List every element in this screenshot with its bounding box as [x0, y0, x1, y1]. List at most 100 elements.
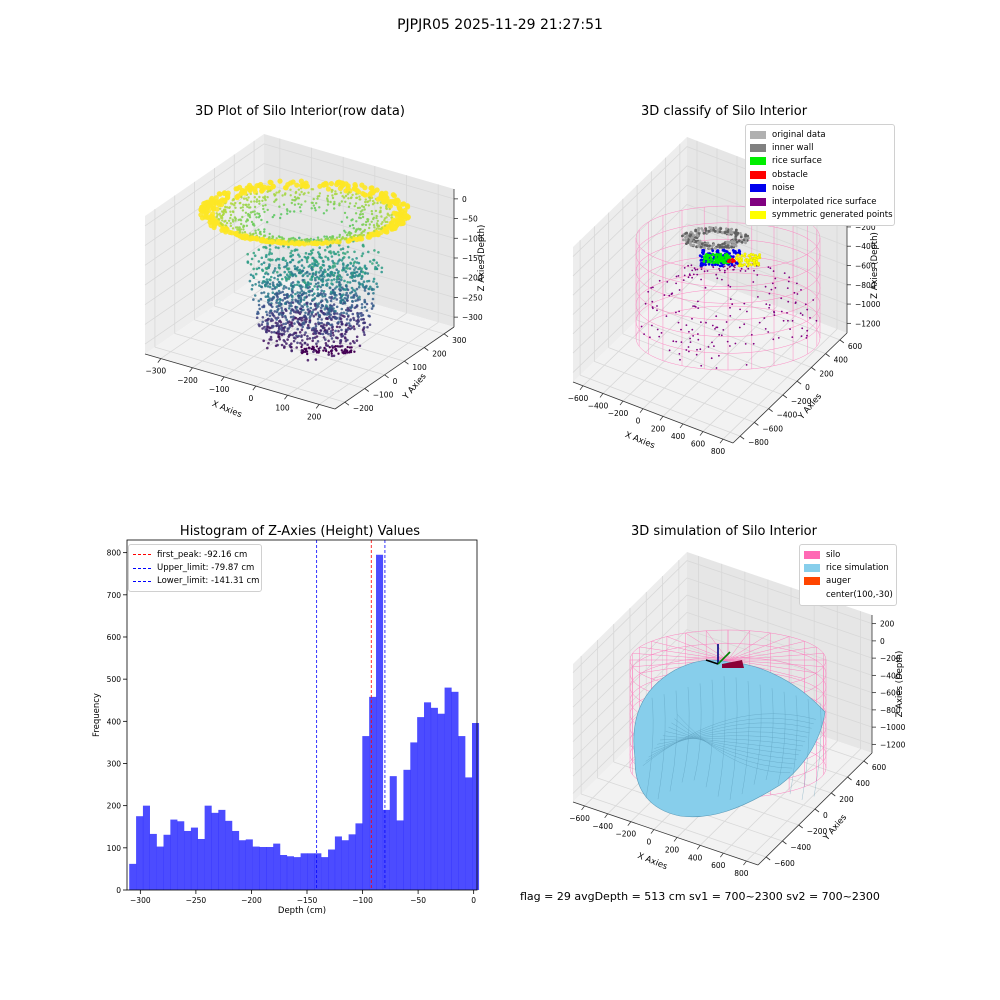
panel2-interpolated-point — [769, 267, 772, 270]
panel1-data-point — [293, 210, 296, 213]
panel1-data-point — [353, 327, 356, 331]
panel1-data-point — [331, 291, 335, 294]
panel4-y-tick — [782, 840, 787, 845]
panel1-data-point — [313, 285, 317, 288]
panel1-data-point — [288, 307, 291, 310]
panel1-data-point — [321, 279, 325, 283]
panel1-data-point — [354, 212, 358, 215]
panel1-data-point — [370, 220, 373, 223]
panel1-data-point — [266, 272, 270, 276]
panel1-data-point — [295, 248, 299, 252]
panel2-interpolated-point — [675, 275, 678, 278]
panel2-interpolated-point — [712, 266, 715, 269]
panel1-data-point — [364, 203, 367, 207]
panel2-legend-label: symmetric generated points — [772, 210, 893, 221]
panel2-original-point — [697, 227, 700, 230]
panel3-legend-line — [133, 567, 151, 569]
panel1-data-point — [311, 336, 315, 340]
panel1-x-tick-label: −100 — [209, 385, 230, 394]
panel2-interpolated-point — [763, 317, 766, 319]
panel1-data-point — [253, 200, 256, 203]
panel1-data-point — [311, 248, 315, 252]
panel1-data-point — [312, 240, 318, 246]
panel1-data-point — [264, 245, 267, 249]
panel1-data-point — [300, 319, 304, 322]
panel1-data-point — [268, 248, 272, 251]
panel2-silo-wireframe — [635, 205, 821, 371]
panel2-noise-point — [701, 262, 705, 265]
panel2-original-point — [700, 242, 704, 246]
panel1-data-point — [306, 274, 309, 278]
panel1-data-point — [307, 346, 311, 349]
panel1-data-point — [346, 315, 350, 318]
panel3-y-tick-label: 100 — [107, 844, 122, 853]
panel1-data-point — [316, 236, 320, 239]
panel1-data-point — [381, 197, 387, 203]
panel2-rice-point — [720, 259, 724, 263]
panel2-interpolated-point — [726, 340, 729, 343]
panel2-original-point — [700, 227, 703, 230]
panel1-data-point — [242, 197, 246, 200]
panel4-y-tick-label: −400 — [790, 843, 811, 852]
panel3-x-axis-label: Depth (cm) — [278, 906, 326, 916]
panel1-data-point — [345, 264, 349, 268]
panel3-bar — [458, 736, 466, 890]
panel2-interpolated-point — [739, 270, 742, 272]
panel1-data-point — [344, 270, 348, 273]
panel1-data-point — [285, 294, 289, 297]
panel1-data-point — [264, 295, 268, 298]
panel1-data-point — [253, 196, 256, 199]
panel1-data-point — [338, 313, 342, 316]
panel4-x-tick-label: −400 — [592, 822, 613, 831]
panel1-data-point — [294, 182, 300, 188]
panel1-data-point — [356, 321, 360, 324]
panel2-interpolated-point — [683, 267, 686, 269]
panel1-data-point — [347, 232, 350, 235]
panel1-data-point — [359, 198, 362, 201]
panel2-original-point — [730, 240, 734, 243]
panel1-data-point — [338, 202, 341, 205]
panel1-data-point — [340, 220, 343, 223]
panel1-data-point — [276, 270, 279, 274]
panel1-z-tick-label: −100 — [462, 234, 483, 243]
panel1-data-point — [264, 203, 267, 207]
panel1-x-axis-label: X Axies — [210, 399, 243, 420]
panel1-data-point — [310, 313, 314, 316]
panel2-interpolated-point — [768, 304, 771, 306]
panel1-data-point — [330, 188, 334, 192]
panel2-interpolated-point — [694, 268, 697, 271]
panel1-data-point — [354, 266, 358, 269]
panel2-symmetric-point — [749, 258, 753, 262]
panel2-interpolated-point — [666, 281, 669, 283]
panel4-z-axis-label: Z Axies (Depth) — [895, 651, 905, 718]
panel1-data-point — [263, 197, 266, 200]
panel1-data-point — [347, 308, 350, 311]
panel1-data-point — [298, 302, 301, 306]
panel1-data-point — [338, 235, 341, 239]
panel1-data-point — [250, 235, 256, 241]
panel1-data-point — [276, 330, 280, 334]
panel2-interpolated-point — [704, 286, 707, 289]
panel1-data-point — [249, 192, 252, 196]
panel1-data-point — [356, 206, 360, 210]
panel2-interpolated-point — [747, 267, 750, 270]
panel1-data-point — [335, 305, 339, 309]
panel3-bar — [211, 812, 219, 890]
panel1-data-point — [252, 267, 255, 271]
panel1-data-point — [303, 347, 306, 351]
panel1-data-point — [376, 219, 379, 223]
panel2-original-point — [712, 228, 716, 232]
panel1-data-point — [314, 322, 317, 326]
panel1-data-point — [242, 190, 248, 196]
panel3-legend: first_peak: -92.16 cm Upper_limit: -79.87… — [128, 544, 262, 593]
panel2-noise-point — [711, 249, 715, 253]
panel1-data-point — [333, 238, 336, 241]
panel1-data-point — [279, 283, 282, 286]
panel1-data-point — [339, 345, 342, 348]
panel3-bar — [225, 820, 233, 890]
panel1-data-point — [282, 332, 286, 336]
panel1-data-point — [267, 341, 270, 345]
panel1-data-point — [357, 315, 360, 319]
panel1-data-point — [363, 300, 367, 304]
panel1-data-point — [286, 329, 289, 333]
